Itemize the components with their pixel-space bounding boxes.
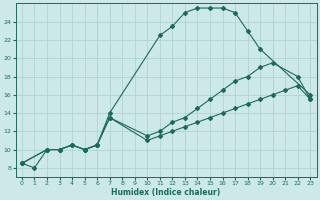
X-axis label: Humidex (Indice chaleur): Humidex (Indice chaleur)	[111, 188, 221, 197]
